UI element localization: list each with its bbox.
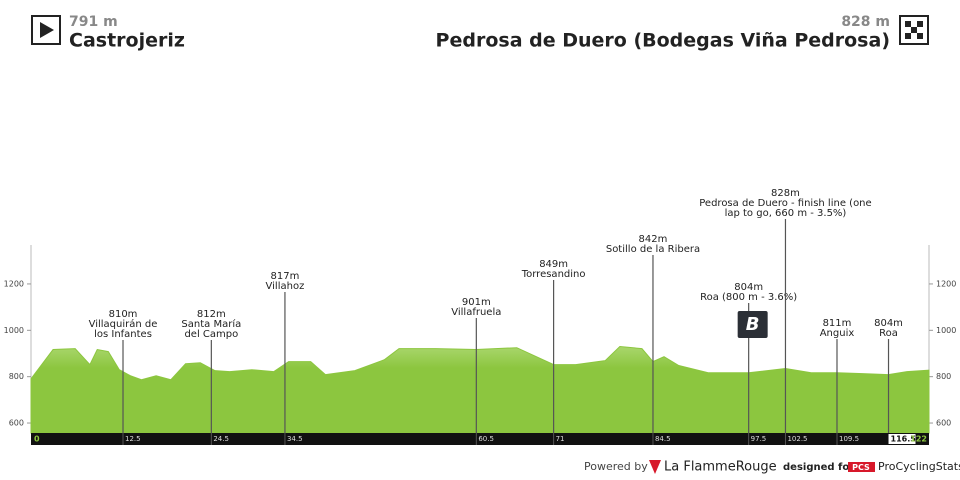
y-tick-label: 600 bbox=[936, 419, 951, 428]
x-tick-label: 34.5 bbox=[287, 435, 303, 443]
marker-name: Sotillo de la Ribera bbox=[606, 244, 700, 255]
marker-name: Santa María bbox=[181, 318, 241, 330]
y-tick-label: 1200 bbox=[4, 279, 24, 288]
x-tick-label: 102.5 bbox=[787, 435, 807, 443]
marker-elevation: 901m bbox=[462, 297, 491, 308]
start-elevation: 791 m bbox=[69, 14, 118, 30]
marker-elevation: 810m bbox=[109, 309, 138, 320]
x-tick-label: 0 bbox=[34, 435, 40, 444]
x-tick-label: 60.5 bbox=[478, 435, 494, 443]
y-tick-label: 800 bbox=[9, 372, 24, 381]
marker-name: Torresandino bbox=[521, 269, 586, 280]
x-tick-label: 24.5 bbox=[213, 435, 229, 443]
start-icon bbox=[31, 15, 61, 45]
marker-elevation: 817m bbox=[271, 271, 300, 282]
flame-logo bbox=[649, 460, 661, 474]
y-tick-label: 1000 bbox=[4, 326, 24, 335]
x-tick-label: 12.5 bbox=[125, 435, 141, 443]
brand: La FlammeRouge bbox=[664, 460, 777, 475]
designed-for: designed for bbox=[783, 462, 854, 473]
bonus-icon-label: B bbox=[746, 314, 760, 335]
marker-name: Anguix bbox=[820, 328, 855, 339]
y-tick-label: 1000 bbox=[936, 326, 956, 335]
marker-name: Roa bbox=[879, 328, 898, 339]
y-tick-label: 600 bbox=[9, 419, 24, 428]
distance-bar bbox=[31, 433, 929, 445]
marker-elevation: 804m bbox=[734, 282, 763, 293]
marker-elevation: 811m bbox=[823, 318, 852, 329]
y-tick-label: 800 bbox=[936, 372, 951, 381]
marker-name: del Campo bbox=[184, 329, 238, 340]
x-tick-label: 116.5 bbox=[891, 435, 917, 444]
marker-name: lap to go, 660 m - 3.5%) bbox=[725, 208, 847, 219]
x-tick-label: 122 bbox=[910, 435, 927, 444]
marker-elevation: 849m bbox=[539, 259, 568, 270]
marker-name: Pedrosa de Duero - finish line (one bbox=[699, 198, 871, 209]
x-tick-label: 71 bbox=[556, 435, 565, 443]
pcs-logo-bg bbox=[848, 462, 875, 472]
start-name: Castrojeriz bbox=[69, 30, 185, 52]
marker-name: Villahoz bbox=[266, 281, 305, 292]
marker-name: Villafruela bbox=[451, 307, 501, 318]
finish-name: Pedrosa de Duero (Bodegas Viña Pedrosa) bbox=[436, 30, 890, 52]
plot: 600 600 800 800 1000 1000 1200 1200 810mVillaqui… bbox=[4, 188, 956, 445]
powered-by: Powered by bbox=[584, 460, 648, 473]
marker-name: Villaquirán de bbox=[89, 318, 158, 330]
x-tick-label: 97.5 bbox=[751, 435, 767, 443]
y-tick-label: 1200 bbox=[936, 279, 956, 288]
elevation-area bbox=[30, 346, 930, 434]
pcs-logo: PCS bbox=[852, 463, 870, 472]
x-tick-box bbox=[888, 434, 916, 444]
marker-elevation: 804m bbox=[874, 318, 903, 329]
marker-elevation: 842m bbox=[639, 234, 668, 245]
finish-elevation: 828 m bbox=[841, 14, 890, 30]
finish-icon bbox=[899, 15, 929, 45]
pcs-name: ProCyclingStats bbox=[878, 460, 960, 473]
bonus-icon bbox=[737, 311, 768, 338]
x-tick-label: 109.5 bbox=[839, 435, 859, 443]
marker-name: Roa (800 m - 3.6%) bbox=[700, 292, 797, 303]
marker-elevation: 828m bbox=[771, 188, 800, 199]
marker-elevation: 812m bbox=[197, 309, 226, 320]
x-tick-label: 84.5 bbox=[655, 435, 671, 443]
marker-name: los Infantes bbox=[94, 329, 152, 340]
